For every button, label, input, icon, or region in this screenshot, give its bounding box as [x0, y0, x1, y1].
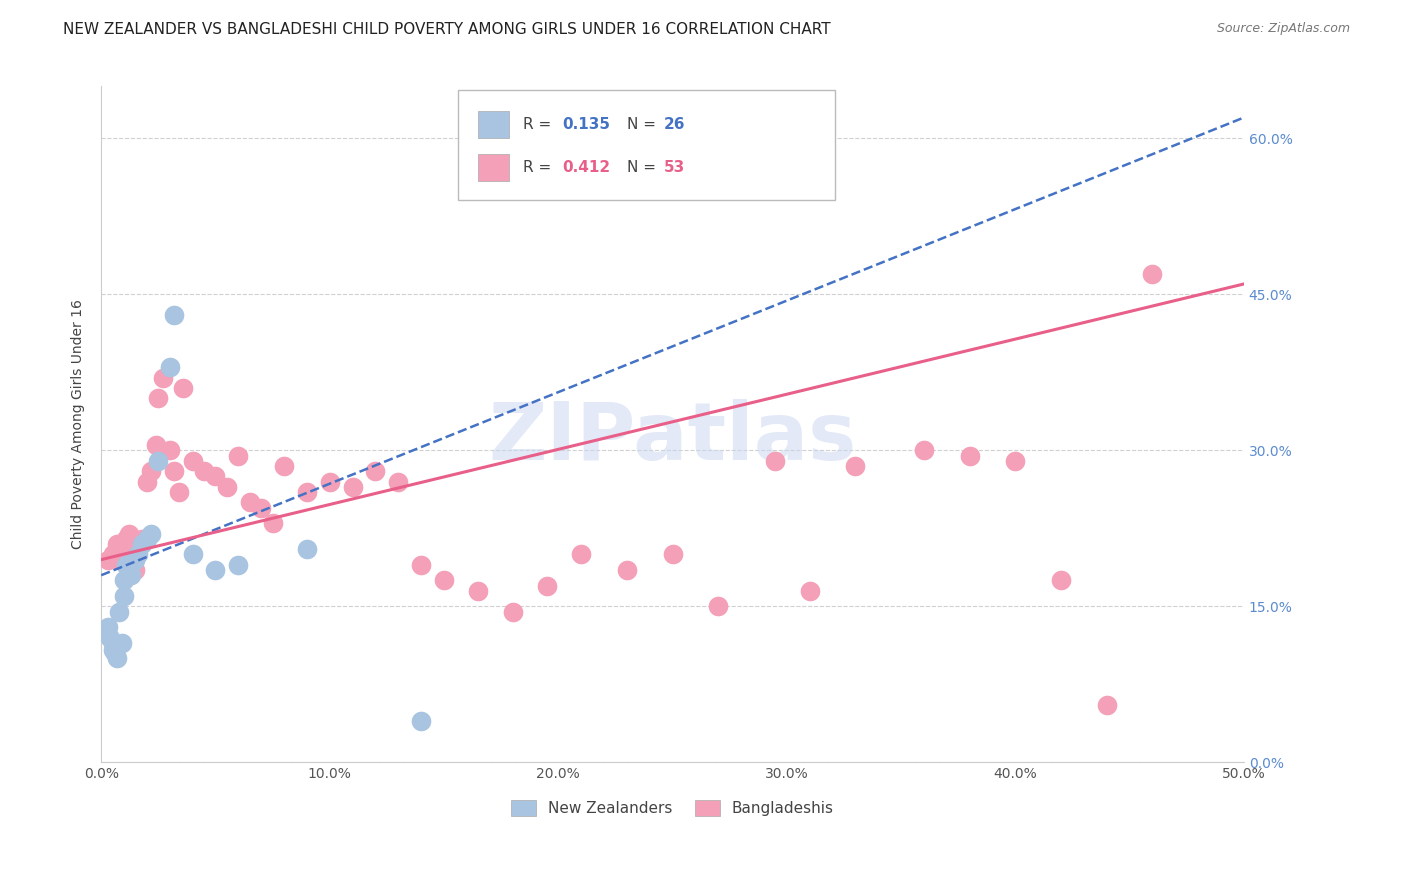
Point	[124, 552, 146, 566]
Point	[172, 381, 194, 395]
Point	[1142, 267, 1164, 281]
Point	[181, 454, 204, 468]
Text: N =: N =	[627, 117, 661, 132]
Point	[101, 643, 124, 657]
Point	[411, 714, 433, 728]
Point	[115, 532, 138, 546]
Point	[912, 443, 935, 458]
Point	[141, 526, 163, 541]
Text: N =: N =	[627, 160, 661, 175]
Point	[661, 548, 683, 562]
Point	[239, 495, 262, 509]
Point	[707, 599, 730, 614]
Point	[163, 308, 186, 322]
Point	[295, 485, 318, 500]
Text: 53: 53	[664, 160, 685, 175]
Point	[104, 646, 127, 660]
Point	[228, 449, 250, 463]
Point	[387, 475, 409, 489]
Point	[1050, 574, 1073, 588]
Point	[163, 464, 186, 478]
Point	[98, 631, 121, 645]
Point	[467, 583, 489, 598]
Point	[148, 392, 170, 406]
Point	[319, 475, 342, 489]
Text: R =: R =	[523, 117, 557, 132]
Point	[135, 475, 157, 489]
Point	[616, 563, 638, 577]
Point	[101, 636, 124, 650]
Point	[108, 552, 131, 566]
Point	[569, 548, 592, 562]
Point	[124, 563, 146, 577]
Point	[131, 532, 153, 546]
Point	[181, 548, 204, 562]
Point	[105, 537, 128, 551]
Point	[215, 480, 238, 494]
Point	[959, 449, 981, 463]
Point	[145, 438, 167, 452]
Point	[131, 537, 153, 551]
Point	[204, 469, 226, 483]
Point	[262, 516, 284, 531]
Point	[364, 464, 387, 478]
Text: 0.135: 0.135	[562, 117, 610, 132]
Point	[97, 620, 120, 634]
Point	[250, 500, 273, 515]
Text: 26: 26	[664, 117, 685, 132]
Point	[112, 574, 135, 588]
Point	[122, 532, 145, 546]
Point	[193, 464, 215, 478]
Point	[152, 370, 174, 384]
Point	[763, 454, 786, 468]
Point	[117, 563, 139, 577]
Point	[228, 558, 250, 572]
Point	[120, 563, 142, 577]
Point	[141, 464, 163, 478]
Point	[1004, 454, 1026, 468]
Point	[342, 480, 364, 494]
Text: NEW ZEALANDER VS BANGLADESHI CHILD POVERTY AMONG GIRLS UNDER 16 CORRELATION CHAR: NEW ZEALANDER VS BANGLADESHI CHILD POVER…	[63, 22, 831, 37]
Point	[127, 537, 149, 551]
Point	[159, 443, 181, 458]
Point	[112, 542, 135, 557]
Point	[115, 558, 138, 572]
Point	[295, 542, 318, 557]
Point	[148, 454, 170, 468]
Point	[502, 605, 524, 619]
Point	[799, 583, 821, 598]
Point	[273, 458, 295, 473]
Point	[97, 552, 120, 566]
Point	[1095, 698, 1118, 713]
Point	[105, 651, 128, 665]
Text: R =: R =	[523, 160, 557, 175]
Text: 0.412: 0.412	[562, 160, 610, 175]
Y-axis label: Child Poverty Among Girls Under 16: Child Poverty Among Girls Under 16	[72, 300, 86, 549]
Point	[117, 526, 139, 541]
Point	[433, 574, 456, 588]
Text: ZIPatlas: ZIPatlas	[488, 399, 856, 477]
Point	[167, 485, 190, 500]
Point	[204, 563, 226, 577]
Point	[536, 579, 558, 593]
Point	[159, 360, 181, 375]
Point	[108, 605, 131, 619]
Point	[411, 558, 433, 572]
Legend: New Zealanders, Bangladeshis: New Zealanders, Bangladeshis	[505, 794, 839, 822]
Point	[111, 636, 134, 650]
Point	[112, 589, 135, 603]
Point	[101, 548, 124, 562]
Point	[127, 548, 149, 562]
Point	[135, 532, 157, 546]
Text: Source: ZipAtlas.com: Source: ZipAtlas.com	[1216, 22, 1350, 36]
Point	[844, 458, 866, 473]
Point	[120, 568, 142, 582]
